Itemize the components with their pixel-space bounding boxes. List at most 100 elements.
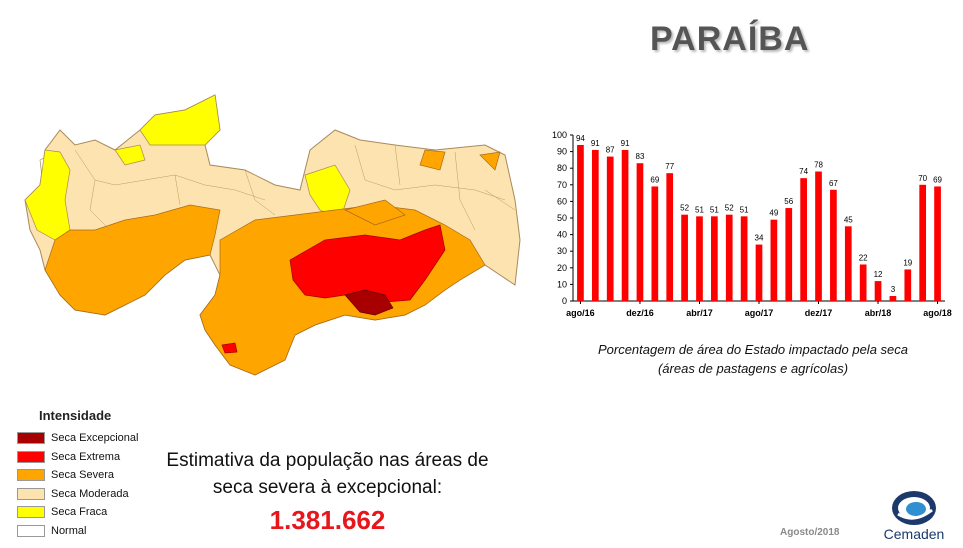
legend-item-severe: Seca Severa — [17, 466, 157, 485]
population-estimate-value: 1.381.662 — [269, 505, 386, 535]
bar — [800, 178, 807, 301]
bar-data-label: 78 — [814, 161, 823, 170]
bar-data-label: 56 — [784, 197, 793, 206]
bar-data-label: 94 — [576, 134, 585, 143]
bar — [874, 281, 882, 301]
bar-data-label: 51 — [695, 205, 704, 214]
bar-data-label: 70 — [918, 174, 927, 183]
bar — [577, 144, 584, 301]
bar-data-label: 51 — [740, 205, 749, 214]
bar-data-label: 19 — [903, 258, 912, 267]
bar — [904, 269, 912, 301]
page-title: PARAÍBA — [650, 20, 810, 58]
map-severe-area — [44, 204, 221, 316]
drought-area-bar-chart: 0 10 20 30 40 50 60 70 80 90 100 ago/16 dez/16 abr/17… — [552, 130, 952, 318]
estimate-line-1: Estimativa da população nas áreas de — [166, 450, 489, 471]
x-tick-label: ago/16 — [566, 308, 595, 318]
bar-data-label: 91 — [621, 139, 630, 148]
bar — [889, 296, 897, 301]
bar — [591, 149, 599, 301]
legend-item-extreme: Seca Extrema — [17, 448, 157, 467]
cemaden-logo: Cemaden — [878, 488, 950, 546]
bar — [725, 214, 733, 301]
legend-item-exceptional: Seca Excepcional — [17, 429, 157, 448]
chart-caption-line-2: (áreas de pastagens e agrícolas) — [657, 361, 849, 376]
legend-label: Seca Extrema — [51, 450, 121, 463]
y-tick-label: 70 — [557, 180, 567, 190]
chart-caption: Porcentagem de área do Estado impactado … — [548, 340, 958, 378]
legend-swatch — [17, 524, 45, 537]
bar — [934, 186, 941, 301]
bar — [740, 216, 748, 301]
bar-data-label: 83 — [636, 152, 645, 161]
legend-label: Normal — [51, 524, 87, 537]
drought-map — [24, 94, 521, 376]
bar — [844, 226, 852, 301]
cemaden-logo-icon — [892, 491, 936, 525]
legend-swatch — [17, 450, 45, 463]
y-tick-label: 10 — [557, 279, 567, 289]
y-tick-label: 80 — [557, 163, 567, 173]
legend-label: Seca Excepcional — [51, 432, 139, 445]
bar — [815, 171, 822, 301]
legend: Intensidade Seca Excepcional Seca Extrem… — [17, 408, 157, 540]
bar — [919, 184, 927, 301]
legend-item-moderate: Seca Moderada — [17, 485, 157, 504]
map-weak-area — [114, 144, 146, 166]
legend-title: Intensidade — [39, 408, 112, 423]
legend-label: Seca Moderada — [51, 487, 129, 500]
bar — [770, 219, 778, 301]
y-tick-label: 30 — [557, 246, 567, 256]
bar — [621, 149, 629, 301]
bar-data-label: 49 — [769, 209, 778, 218]
bar — [666, 173, 674, 301]
legend-item-weak: Seca Fraca — [17, 503, 157, 522]
legend-swatch — [17, 432, 45, 445]
bar — [636, 163, 644, 301]
bar-data-label: 45 — [844, 215, 853, 224]
bar — [711, 216, 718, 301]
bar — [830, 189, 837, 301]
population-estimate-text: Estimativa da população nas áreas de sec… — [150, 447, 505, 501]
map-severe-area — [343, 199, 406, 226]
x-tick-label: abr/18 — [865, 308, 892, 318]
bar-data-label: 87 — [606, 146, 615, 155]
map-weak-area — [24, 149, 71, 241]
map-severe-area — [479, 151, 501, 171]
bar — [755, 244, 763, 301]
y-tick-label: 60 — [557, 196, 567, 206]
footer-date: Agosto/2018 — [780, 527, 840, 538]
estimate-line-2: seca severa à excepcional: — [212, 477, 443, 498]
x-tick-label: dez/16 — [626, 308, 654, 318]
legend-label: Seca Severa — [51, 469, 114, 482]
map-municipal-lines — [74, 144, 516, 231]
chart-caption-line-1: Porcentagem de área do Estado impactado … — [597, 342, 909, 357]
bar-data-label: 69 — [933, 175, 942, 184]
y-tick-label: 20 — [557, 263, 567, 273]
bar-data-label: 34 — [755, 234, 764, 243]
y-tick-label: 50 — [557, 213, 567, 223]
bar-data-label: 3 — [891, 285, 896, 294]
bar-data-label: 51 — [710, 205, 719, 214]
x-tick-label: abr/17 — [686, 308, 713, 318]
legend-swatch — [17, 487, 45, 500]
x-tick-label: dez/17 — [805, 308, 833, 318]
bar — [785, 208, 793, 301]
bar — [859, 264, 867, 301]
bar-data-label: 74 — [799, 167, 808, 176]
bar-data-label: 91 — [591, 139, 600, 148]
bar — [651, 186, 659, 301]
cemaden-logo-text: Cemaden — [883, 526, 945, 542]
bar — [696, 216, 703, 301]
map-severe-area — [419, 149, 446, 171]
legend-label: Seca Fraca — [51, 506, 108, 519]
bar-data-label: 52 — [680, 204, 689, 213]
legend-item-normal: Normal — [17, 522, 157, 541]
bar — [606, 156, 614, 301]
map-exceptional-area — [344, 289, 394, 316]
x-tick-label: ago/18 — [923, 308, 952, 318]
map-weak-area — [139, 94, 221, 146]
legend-swatch — [17, 506, 45, 519]
bar — [681, 214, 688, 301]
chart-bars: 94 91 87 91 83 69 77 52 51 51 52 51 34 49 56 74 78 67 45 22… — [576, 134, 943, 301]
